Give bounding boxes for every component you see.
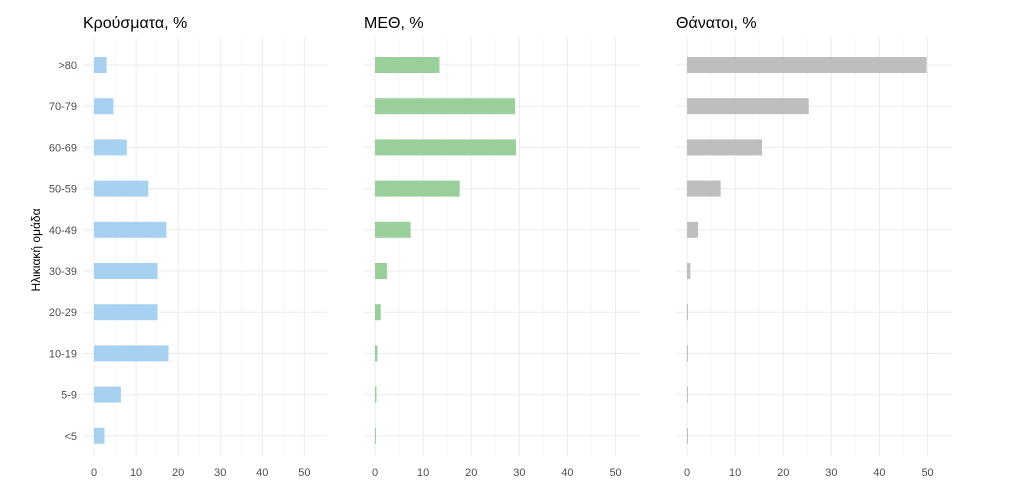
x-tick-label: 40 [561, 467, 573, 479]
x-tick-label: 0 [372, 467, 378, 479]
bar [375, 263, 388, 279]
bar [687, 98, 809, 115]
bar [687, 386, 688, 403]
x-tick-label: 30 [825, 467, 837, 479]
x-tick-label: 40 [256, 467, 268, 479]
y-tick-label: 50-59 [49, 184, 77, 196]
bar [94, 98, 114, 115]
bar [687, 221, 699, 238]
y-tick-label: 60-69 [49, 142, 77, 154]
x-tick-label: 30 [214, 467, 226, 479]
x-tick-label: 10 [417, 467, 429, 479]
bar [94, 386, 121, 403]
x-tick-label: 0 [684, 467, 690, 479]
bar [375, 427, 376, 444]
x-tick-label: 0 [91, 467, 97, 479]
x-tick-label: 40 [873, 467, 885, 479]
bar [687, 263, 691, 279]
y-tick-label: 40-49 [49, 225, 77, 237]
y-tick-label: >80 [58, 60, 77, 72]
panel-title: Θάνατοι, % [676, 15, 757, 32]
y-tick-label: 5-9 [61, 390, 77, 402]
y-tick-label: <5 [64, 431, 77, 443]
x-tick-label: 20 [465, 467, 477, 479]
panel-2: 0 10 20 30 40 50 ΜΕΘ, % [364, 15, 640, 479]
x-tick-label: 10 [729, 467, 741, 479]
bar [94, 221, 167, 238]
bar [94, 345, 169, 362]
x-tick-label: 20 [172, 467, 184, 479]
bar [94, 427, 105, 444]
bar [375, 180, 460, 197]
x-tick-label: 10 [130, 467, 142, 479]
x-tick-label: 50 [298, 467, 310, 479]
bar [375, 221, 411, 238]
bar [687, 180, 721, 197]
panel-title: Κρούσματα, % [83, 15, 187, 32]
panel-1: 0 10 20 30 40 50 Κρούσματα, % [83, 15, 327, 479]
bar [687, 57, 927, 73]
bar [687, 427, 688, 444]
y-tick-label: 10-19 [49, 348, 77, 360]
panel-title: ΜΕΘ, % [364, 15, 424, 32]
x-tick-label: 50 [921, 467, 933, 479]
bar [375, 304, 381, 321]
bar [375, 57, 440, 73]
bar [94, 57, 107, 73]
bar [94, 180, 149, 197]
bar [94, 263, 158, 279]
bar [94, 139, 127, 156]
bar [375, 98, 516, 115]
bar [375, 386, 377, 403]
y-tick-labels: >80 70-79 60-69 50-59 40-49 30-39 20-29 10-19 5-… [49, 60, 77, 443]
y-tick-label: 70-79 [49, 101, 77, 113]
bar [687, 304, 688, 321]
y-tick-label: 20-29 [49, 307, 77, 319]
bar [687, 345, 688, 362]
y-axis-title: Ηλικιακή ομάδα [29, 208, 43, 291]
x-tick-label: 20 [777, 467, 789, 479]
panel-3: 0 10 20 30 40 50 Θάνατοι, % [676, 15, 952, 479]
bar [687, 139, 763, 156]
bar [94, 304, 158, 321]
bar [375, 139, 516, 156]
y-tick-label: 30-39 [49, 266, 77, 278]
bar [375, 345, 378, 362]
x-tick-label: 30 [513, 467, 525, 479]
x-tick-label: 50 [609, 467, 621, 479]
panels: >80 70-79 60-69 50-59 40-49 30-39 20-29 10-19 5-… [49, 15, 952, 479]
